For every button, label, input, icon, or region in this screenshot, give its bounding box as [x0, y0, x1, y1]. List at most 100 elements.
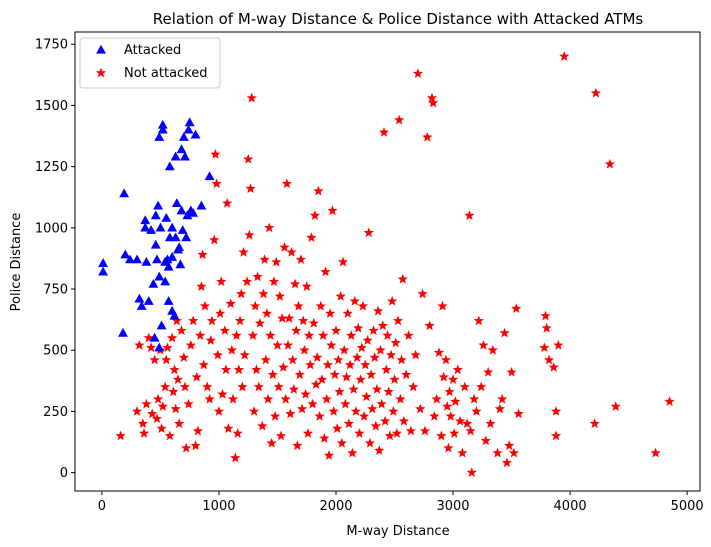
point-not-attacked: [383, 386, 394, 397]
points-layer: [98, 51, 675, 478]
point-not-attacked: [162, 342, 173, 353]
point-not-attacked: [309, 210, 321, 220]
point-not-attacked: [237, 381, 248, 392]
y-tick-label: 0: [60, 466, 68, 481]
point-not-attacked: [332, 423, 343, 433]
point-not-attacked: [267, 369, 278, 380]
point-not-attacked: [380, 415, 391, 426]
point-attacked: [157, 119, 168, 129]
point-attacked: [177, 225, 188, 234]
y-tick-label: 1500: [35, 99, 68, 114]
point-not-attacked: [604, 158, 616, 169]
point-attacked: [140, 215, 151, 225]
point-not-attacked: [334, 386, 345, 397]
point-attacked: [119, 188, 130, 198]
point-not-attacked: [252, 271, 263, 282]
point-not-attacked: [457, 447, 468, 458]
point-attacked: [178, 132, 189, 141]
point-not-attacked: [223, 423, 234, 433]
point-not-attacked: [295, 254, 307, 265]
point-not-attacked: [610, 401, 621, 411]
point-not-attacked: [217, 388, 228, 399]
point-not-attacked: [181, 442, 192, 453]
point-not-attacked: [231, 330, 242, 340]
point-not-attacked: [168, 386, 179, 397]
point-not-attacked: [378, 126, 390, 137]
point-not-attacked: [365, 369, 377, 380]
point-not-attacked: [307, 398, 318, 409]
point-not-attacked: [176, 325, 187, 336]
point-attacked: [161, 212, 172, 222]
point-not-attacked: [541, 322, 552, 333]
point-not-attacked: [159, 381, 171, 392]
point-not-attacked: [664, 396, 675, 407]
point-not-attacked: [408, 381, 419, 392]
point-not-attacked: [426, 92, 438, 103]
point-not-attacked: [285, 408, 296, 419]
point-not-attacked: [392, 315, 404, 326]
point-attacked: [174, 242, 185, 252]
point-not-attacked: [204, 393, 215, 404]
point-attacked: [149, 332, 160, 342]
point-not-attacked: [424, 320, 435, 331]
point-not-attacked: [226, 344, 237, 355]
point-not-attacked: [319, 432, 330, 443]
point-not-attacked: [300, 388, 311, 399]
point-not-attacked: [306, 232, 317, 242]
point-not-attacked: [511, 303, 522, 313]
point-attacked: [204, 171, 215, 181]
point-not-attacked: [347, 447, 358, 458]
point-not-attacked: [447, 374, 459, 384]
point-not-attacked: [198, 359, 209, 370]
legend-marker-attacked: [96, 44, 106, 54]
point-not-attacked: [461, 418, 473, 429]
point-attacked: [146, 225, 157, 234]
point-not-attacked: [247, 330, 259, 340]
point-not-attacked: [244, 229, 255, 240]
point-not-attacked: [357, 300, 369, 311]
point-not-attacked: [151, 413, 163, 424]
point-not-attacked: [492, 447, 503, 458]
point-not-attacked: [266, 437, 277, 448]
point-not-attacked: [272, 339, 283, 350]
point-not-attacked: [384, 430, 395, 441]
point-not-attacked: [137, 418, 149, 429]
y-axis-title: Police Distance: [9, 213, 24, 312]
point-not-attacked: [339, 344, 350, 355]
point-not-attacked: [382, 330, 393, 340]
point-attacked: [167, 222, 178, 232]
point-not-attacked: [388, 406, 399, 416]
point-not-attacked: [548, 361, 559, 372]
point-not-attacked: [419, 425, 431, 436]
point-not-attacked: [396, 354, 407, 365]
point-not-attacked: [369, 352, 380, 362]
chart-title: Relation of M-way Distance & Police Dist…: [153, 10, 644, 28]
point-attacked: [183, 124, 194, 134]
point-not-attacked: [326, 339, 337, 350]
point-not-attacked: [478, 339, 489, 350]
point-not-attacked: [167, 332, 178, 343]
point-not-attacked: [454, 415, 466, 426]
point-not-attacked: [195, 330, 206, 340]
point-not-attacked: [296, 403, 308, 414]
point-not-attacked: [322, 359, 333, 370]
point-not-attacked: [444, 386, 455, 397]
point-attacked: [164, 161, 175, 171]
point-attacked: [151, 254, 162, 264]
point-not-attacked: [508, 447, 520, 458]
point-not-attacked: [313, 185, 324, 196]
point-not-attacked: [589, 418, 600, 429]
point-not-attacked: [354, 428, 365, 438]
point-not-attacked: [183, 398, 194, 409]
point-not-attacked: [539, 342, 550, 353]
point-not-attacked: [212, 349, 223, 360]
point-not-attacked: [401, 369, 412, 380]
point-not-attacked: [389, 374, 400, 384]
point-not-attacked: [358, 410, 370, 421]
point-not-attacked: [438, 371, 449, 382]
y-tick-label: 250: [43, 405, 68, 420]
point-not-attacked: [471, 406, 482, 416]
point-not-attacked: [213, 406, 225, 416]
point-not-attacked: [169, 364, 180, 375]
